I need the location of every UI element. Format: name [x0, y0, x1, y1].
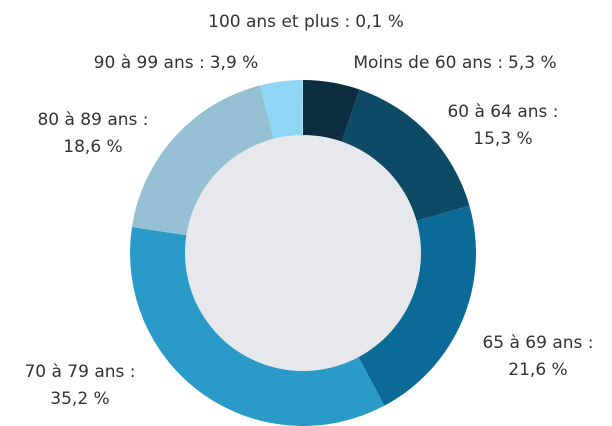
donut [129, 80, 476, 426]
donut-segment [129, 227, 385, 426]
slice-label: 70 à 79 ans : [24, 362, 135, 382]
slice-label-group: 90 à 99 ans :3,9 % [94, 53, 259, 73]
slice-label: 100 ans et plus : [208, 12, 350, 32]
donut-segment [358, 205, 476, 406]
value-label: 3,9 % [210, 53, 259, 73]
value-label: 21,6 % [508, 360, 567, 380]
slice-label-group: 100 ans et plus :0,1 % [208, 12, 404, 32]
value-label: 18,6 % [63, 137, 122, 157]
donut-segment [303, 80, 360, 143]
donut-segment [301, 80, 303, 137]
slice-label: 90 à 99 ans : [94, 53, 205, 73]
slice-label-group: Moins de 60 ans :5,3 % [353, 53, 556, 73]
donut-segment [131, 85, 274, 236]
slice-label: 80 à 89 ans : [37, 110, 148, 130]
value-label: 35,2 % [50, 389, 109, 409]
slice-label: 65 à 69 ans : [482, 333, 593, 353]
donut-segment [259, 80, 303, 140]
donut-hole [185, 135, 421, 371]
donut-segment [341, 89, 470, 222]
slice-label: Moins de 60 ans : [353, 53, 503, 73]
slice-label: 60 à 64 ans : [447, 102, 558, 122]
value-label: 0,1 % [355, 12, 404, 32]
value-label: 5,3 % [508, 53, 557, 73]
value-label: 15,3 % [473, 129, 532, 149]
